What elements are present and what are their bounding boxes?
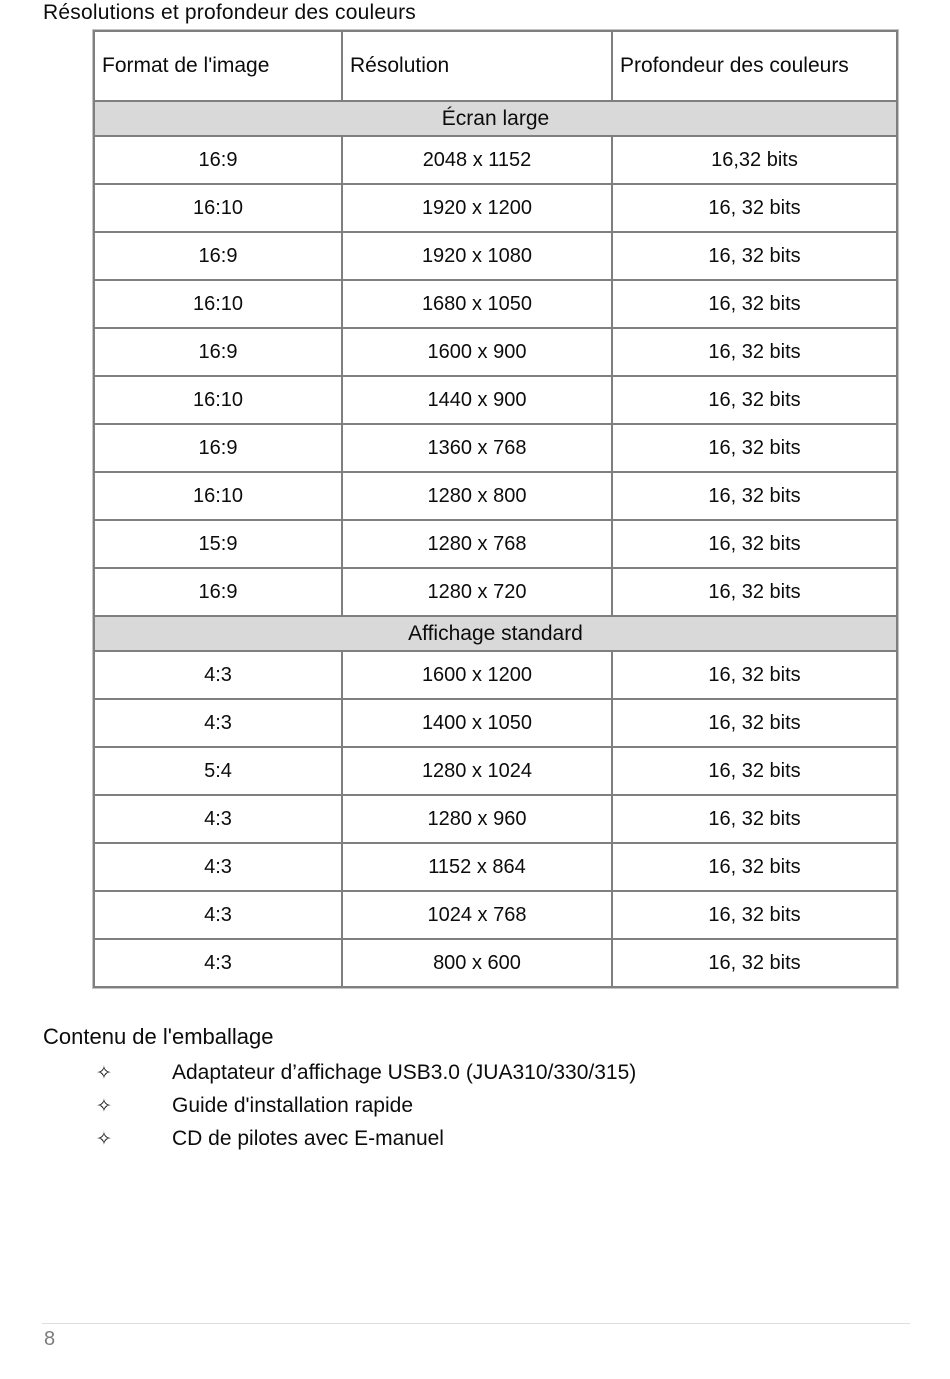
cell-format: 16:9 — [93, 423, 343, 473]
list-item: ✧ Guide d'installation rapide — [43, 1094, 843, 1118]
cell-color-depth: 16, 32 bits — [611, 519, 898, 569]
cell-color-depth: 16, 32 bits — [611, 471, 898, 521]
package-item-label: Adaptateur d’affichage USB3.0 (JUA310/33… — [172, 1061, 637, 1084]
four-pointed-star-icon: ✧ — [96, 1129, 112, 1150]
cell-resolution: 1280 x 800 — [341, 471, 613, 521]
package-contents-section: Contenu de l'emballage ✧ Adaptateur d’af… — [43, 1024, 843, 1160]
cell-resolution: 1400 x 1050 — [341, 698, 613, 748]
table-row: 4:3 1024 x 768 16, 32 bits — [93, 890, 898, 940]
cell-resolution: 1600 x 900 — [341, 327, 613, 377]
cell-resolution: 1920 x 1080 — [341, 231, 613, 281]
cell-resolution: 1680 x 1050 — [341, 279, 613, 329]
cell-format: 4:3 — [93, 938, 343, 988]
resolution-table: Format de l'image Résolution Profondeur … — [92, 29, 899, 989]
list-item: ✧ CD de pilotes avec E-manuel — [43, 1127, 843, 1151]
column-header-color-depth: Profondeur des couleurs — [611, 30, 898, 102]
table-row: 4:3 1280 x 960 16, 32 bits — [93, 794, 898, 844]
cell-format: 4:3 — [93, 794, 343, 844]
cell-resolution: 1360 x 768 — [341, 423, 613, 473]
table-row: 16:10 1680 x 1050 16, 32 bits — [93, 279, 898, 329]
cell-resolution: 1280 x 1024 — [341, 746, 613, 796]
cell-color-depth: 16, 32 bits — [611, 567, 898, 617]
table-row: 4:3 1400 x 1050 16, 32 bits — [93, 698, 898, 748]
package-item-label: Guide d'installation rapide — [172, 1094, 413, 1117]
table-row: 5:4 1280 x 1024 16, 32 bits — [93, 746, 898, 796]
cell-format: 15:9 — [93, 519, 343, 569]
section-label: Affichage standard — [93, 615, 898, 652]
cell-color-depth: 16, 32 bits — [611, 231, 898, 281]
cell-color-depth: 16, 32 bits — [611, 279, 898, 329]
cell-format: 16:10 — [93, 471, 343, 521]
four-pointed-star-icon: ✧ — [96, 1096, 112, 1117]
cell-color-depth: 16, 32 bits — [611, 794, 898, 844]
package-contents-heading: Contenu de l'emballage — [43, 1024, 274, 1049]
cell-resolution: 1920 x 1200 — [341, 183, 613, 233]
cell-color-depth: 16, 32 bits — [611, 183, 898, 233]
cell-format: 16:9 — [93, 567, 343, 617]
cell-resolution: 1280 x 960 — [341, 794, 613, 844]
section-label: Écran large — [93, 100, 898, 137]
cell-color-depth: 16, 32 bits — [611, 938, 898, 988]
cell-format: 16:10 — [93, 279, 343, 329]
cell-color-depth: 16, 32 bits — [611, 375, 898, 425]
package-item-label: CD de pilotes avec E-manuel — [172, 1127, 444, 1150]
section-header-row: Écran large — [93, 100, 898, 137]
cell-format: 4:3 — [93, 842, 343, 892]
table-row: 16:10 1440 x 900 16, 32 bits — [93, 375, 898, 425]
table-row: 16:9 1600 x 900 16, 32 bits — [93, 327, 898, 377]
cell-format: 5:4 — [93, 746, 343, 796]
section-header-row: Affichage standard — [93, 615, 898, 652]
cell-format: 16:9 — [93, 135, 343, 185]
table-row: 16:10 1920 x 1200 16, 32 bits — [93, 183, 898, 233]
cell-format: 16:10 — [93, 375, 343, 425]
cell-resolution: 1152 x 864 — [341, 842, 613, 892]
cell-color-depth: 16, 32 bits — [611, 423, 898, 473]
column-header-format: Format de l'image — [93, 30, 343, 102]
cell-resolution: 800 x 600 — [341, 938, 613, 988]
table-header: Format de l'image Résolution Profondeur … — [93, 30, 898, 102]
cell-color-depth: 16, 32 bits — [611, 746, 898, 796]
footer-divider — [42, 1323, 910, 1324]
cell-resolution: 1280 x 720 — [341, 567, 613, 617]
page-title: Résolutions et profondeur des couleurs — [43, 1, 416, 24]
column-header-resolution: Résolution — [341, 30, 613, 102]
cell-resolution: 1600 x 1200 — [341, 650, 613, 700]
table-row: 4:3 1600 x 1200 16, 32 bits — [93, 650, 898, 700]
table-row: 16:9 1280 x 720 16, 32 bits — [93, 567, 898, 617]
cell-format: 16:9 — [93, 231, 343, 281]
cell-format: 16:9 — [93, 327, 343, 377]
cell-format: 4:3 — [93, 890, 343, 940]
table-row: 16:9 1920 x 1080 16, 32 bits — [93, 231, 898, 281]
cell-format: 16:10 — [93, 183, 343, 233]
table-row: 16:9 2048 x 1152 16,32 bits — [93, 135, 898, 185]
table-body: Écran large 16:9 2048 x 1152 16,32 bits 16:1… — [93, 100, 898, 988]
table-header-row: Format de l'image Résolution Profondeur … — [93, 30, 898, 102]
four-pointed-star-icon: ✧ — [96, 1063, 112, 1084]
table-row: 15:9 1280 x 768 16, 32 bits — [93, 519, 898, 569]
table-row: 16:10 1280 x 800 16, 32 bits — [93, 471, 898, 521]
page-number: 8 — [44, 1328, 56, 1350]
cell-resolution: 1024 x 768 — [341, 890, 613, 940]
table-row: 16:9 1360 x 768 16, 32 bits — [93, 423, 898, 473]
cell-resolution: 1440 x 900 — [341, 375, 613, 425]
cell-resolution: 1280 x 768 — [341, 519, 613, 569]
cell-color-depth: 16, 32 bits — [611, 890, 898, 940]
table-row: 4:3 800 x 600 16, 32 bits — [93, 938, 898, 988]
cell-color-depth: 16, 32 bits — [611, 698, 898, 748]
cell-color-depth: 16, 32 bits — [611, 842, 898, 892]
cell-color-depth: 16,32 bits — [611, 135, 898, 185]
table-row: 4:3 1152 x 864 16, 32 bits — [93, 842, 898, 892]
list-item: ✧ Adaptateur d’affichage USB3.0 (JUA310/… — [43, 1061, 843, 1085]
cell-format: 4:3 — [93, 650, 343, 700]
cell-resolution: 2048 x 1152 — [341, 135, 613, 185]
cell-color-depth: 16, 32 bits — [611, 327, 898, 377]
cell-format: 4:3 — [93, 698, 343, 748]
cell-color-depth: 16, 32 bits — [611, 650, 898, 700]
